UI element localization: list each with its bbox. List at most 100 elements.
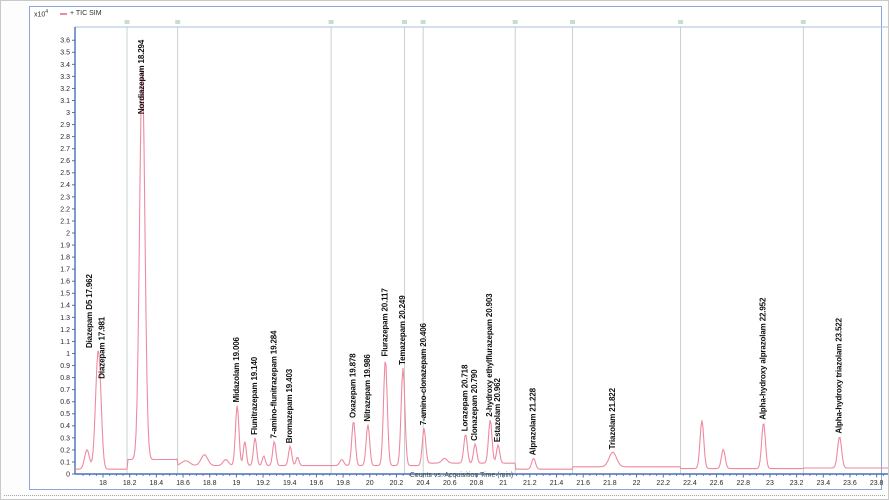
x-tick-label: 19.8 [336, 480, 350, 487]
x-tick-label: 23.8 [870, 480, 884, 487]
peak-label: Temazepam 20.249 [398, 295, 407, 365]
segment-cap [570, 20, 576, 24]
x-tick-label: 22.8 [736, 480, 750, 487]
peak-label: Flunitrazepam 19.140 [250, 356, 259, 435]
trace-legend-label: + TIC SIM [70, 10, 102, 17]
x-tick-label: 23.4 [816, 480, 830, 487]
x-tick-label: 22.4 [683, 480, 697, 487]
segment-cap [420, 20, 426, 24]
segment-cap [512, 20, 518, 24]
tic-trace [75, 68, 888, 470]
y-axis: 0 0.1 0.2 0.3 0.4 0.5 0.6 0.7 0.8 0.9 1 1.1 1.2 1.3 1.… [60, 38, 75, 478]
x-tick-label: 23.2 [790, 480, 804, 487]
peak-label: 2-hydroxy ethylflurazepam 20.903 [485, 293, 494, 417]
x-axis: 18 18.2 18.4 18.6 18.8 19 19.2 19.4 19.6 19.8 20 20… [82, 474, 884, 487]
x-axis-title: Counts vs. Acquisition Time (min) [409, 472, 514, 479]
peak-label: Nordiazepam 18.294 [137, 39, 146, 114]
y-tick-label: 1.5 [60, 291, 70, 298]
y-tick-label: 0.8 [60, 375, 70, 382]
peak-label: Triazolam 21.822 [608, 387, 617, 449]
peak-label: Nitrazepam 19.986 [363, 354, 372, 422]
y-tick-label: 1.4 [60, 303, 70, 310]
x-tick-label: 20.6 [443, 480, 457, 487]
y-tick-label: 3.4 [60, 62, 70, 69]
segment-lines [124, 20, 806, 474]
y-tick-label: 2.1 [60, 218, 70, 225]
y-tick-label: 1.1 [60, 339, 70, 346]
segment-cap [124, 20, 130, 24]
y-tick-label: 0 [66, 471, 70, 478]
x-tick-label: 20 [366, 480, 374, 487]
peak-label: Clonazepam 20.790 [470, 369, 479, 441]
y-tick-label: 1.9 [60, 242, 70, 249]
peak-label: 7-amino-flunitrazepam 19.284 [269, 330, 278, 439]
x-tick-label: 18.2 [123, 480, 137, 487]
y-tick-label: 1.3 [60, 315, 70, 322]
x-tick-label: 23 [766, 480, 774, 487]
y-tick-label: 3.2 [60, 86, 70, 93]
y-tick-label: 0.9 [60, 363, 70, 370]
x-tick-label: 22 [633, 480, 641, 487]
x-tick-label: 21 [499, 480, 507, 487]
y-tick-label: 0.1 [60, 459, 70, 466]
plot-pane[interactable]: 0 0.1 0.2 0.3 0.4 0.5 0.6 0.7 0.8 0.9 1 1.1 1.2 1.3 1.… [29, 6, 888, 490]
x-tick-label: 21.8 [603, 480, 617, 487]
y-tick-label: 1.8 [60, 255, 70, 262]
y-tick-label: 2.7 [60, 146, 70, 153]
x-tick-label: 20.2 [390, 480, 404, 487]
x-tick-label: 21.6 [576, 480, 590, 487]
y-tick-label: 0.4 [60, 423, 70, 430]
x-tick-label: 19 [232, 480, 240, 487]
y-tick-label: 2.8 [60, 134, 70, 141]
peak-label: Bromazepam 19.403 [285, 368, 294, 443]
y-tick-label: 2 [66, 230, 70, 237]
peak-label: Midazolam 19.006 [232, 336, 241, 402]
trace-color-swatch [60, 12, 67, 15]
segment-cap [401, 20, 407, 24]
y-tick-label: 1 [66, 351, 70, 358]
x-tick-label: 20.4 [416, 480, 430, 487]
y-tick-label: 2.2 [60, 206, 70, 213]
peak-label: Estazolam 20.962 [493, 378, 502, 443]
x-tick-label: 18 [99, 480, 107, 487]
x-tick-label: 19.6 [310, 480, 324, 487]
x-tick-label: 21.2 [523, 480, 537, 487]
x-tick-label: 18.4 [150, 480, 164, 487]
y-tick-label: 2.4 [60, 182, 70, 189]
y-tick-label: 0.2 [60, 447, 70, 454]
segment-cap [678, 20, 684, 24]
y-tick-label: 3.5 [60, 50, 70, 57]
pane-divider[interactable] [4, 495, 885, 496]
y-tick-label: 1.6 [60, 279, 70, 286]
y-tick-label: 3.6 [60, 38, 70, 45]
y-tick-label: 0.7 [60, 387, 70, 394]
y-tick-label: 3 [66, 110, 70, 117]
peak-label: Oxazepam 19.878 [349, 353, 358, 418]
peak-label: Flurazepam 20.117 [380, 288, 389, 357]
y-tick-label: 2.6 [60, 158, 70, 165]
y-tick-label: 2.5 [60, 170, 70, 177]
segment-cap [175, 20, 181, 24]
x-tick-label: 22.2 [656, 480, 670, 487]
plot-frame [74, 26, 888, 475]
segment-cap [328, 20, 334, 24]
x-tick-label: 19.4 [283, 480, 297, 487]
x-tick-label: 20.8 [470, 480, 484, 487]
x-tick-label: 22.6 [710, 480, 724, 487]
y-tick-label: 0.3 [60, 435, 70, 442]
peak-labels: Diazepam D5 17.962 Diazepam 17.981 Nordiaz… [85, 39, 844, 455]
segment-cap [800, 20, 806, 24]
trace-legend[interactable]: + TIC SIM [60, 9, 102, 18]
peak-label: 7-amino-clonazepam 20.406 [419, 322, 428, 425]
y-tick-label: 0.6 [60, 399, 70, 406]
peak-label: Alpha-hydroxy alprazolam 22.952 [759, 297, 768, 420]
y-tick-label: 0.5 [60, 411, 70, 418]
x-tick-label: 23.6 [843, 480, 857, 487]
x-tick-label: 18.8 [203, 480, 217, 487]
peak-label: Lorazepam 20.718 [461, 364, 470, 431]
peak-label: Alprazolam 21.228 [529, 387, 538, 455]
x-tick-label: 18.6 [176, 480, 190, 487]
chromatogram-plot[interactable]: 0 0.1 0.2 0.3 0.4 0.5 0.6 0.7 0.8 0.9 1 1.1 1.2 1.3 1.… [30, 7, 889, 500]
y-tick-label: 3.1 [60, 98, 70, 105]
y-tick-label: 1.7 [60, 267, 70, 274]
